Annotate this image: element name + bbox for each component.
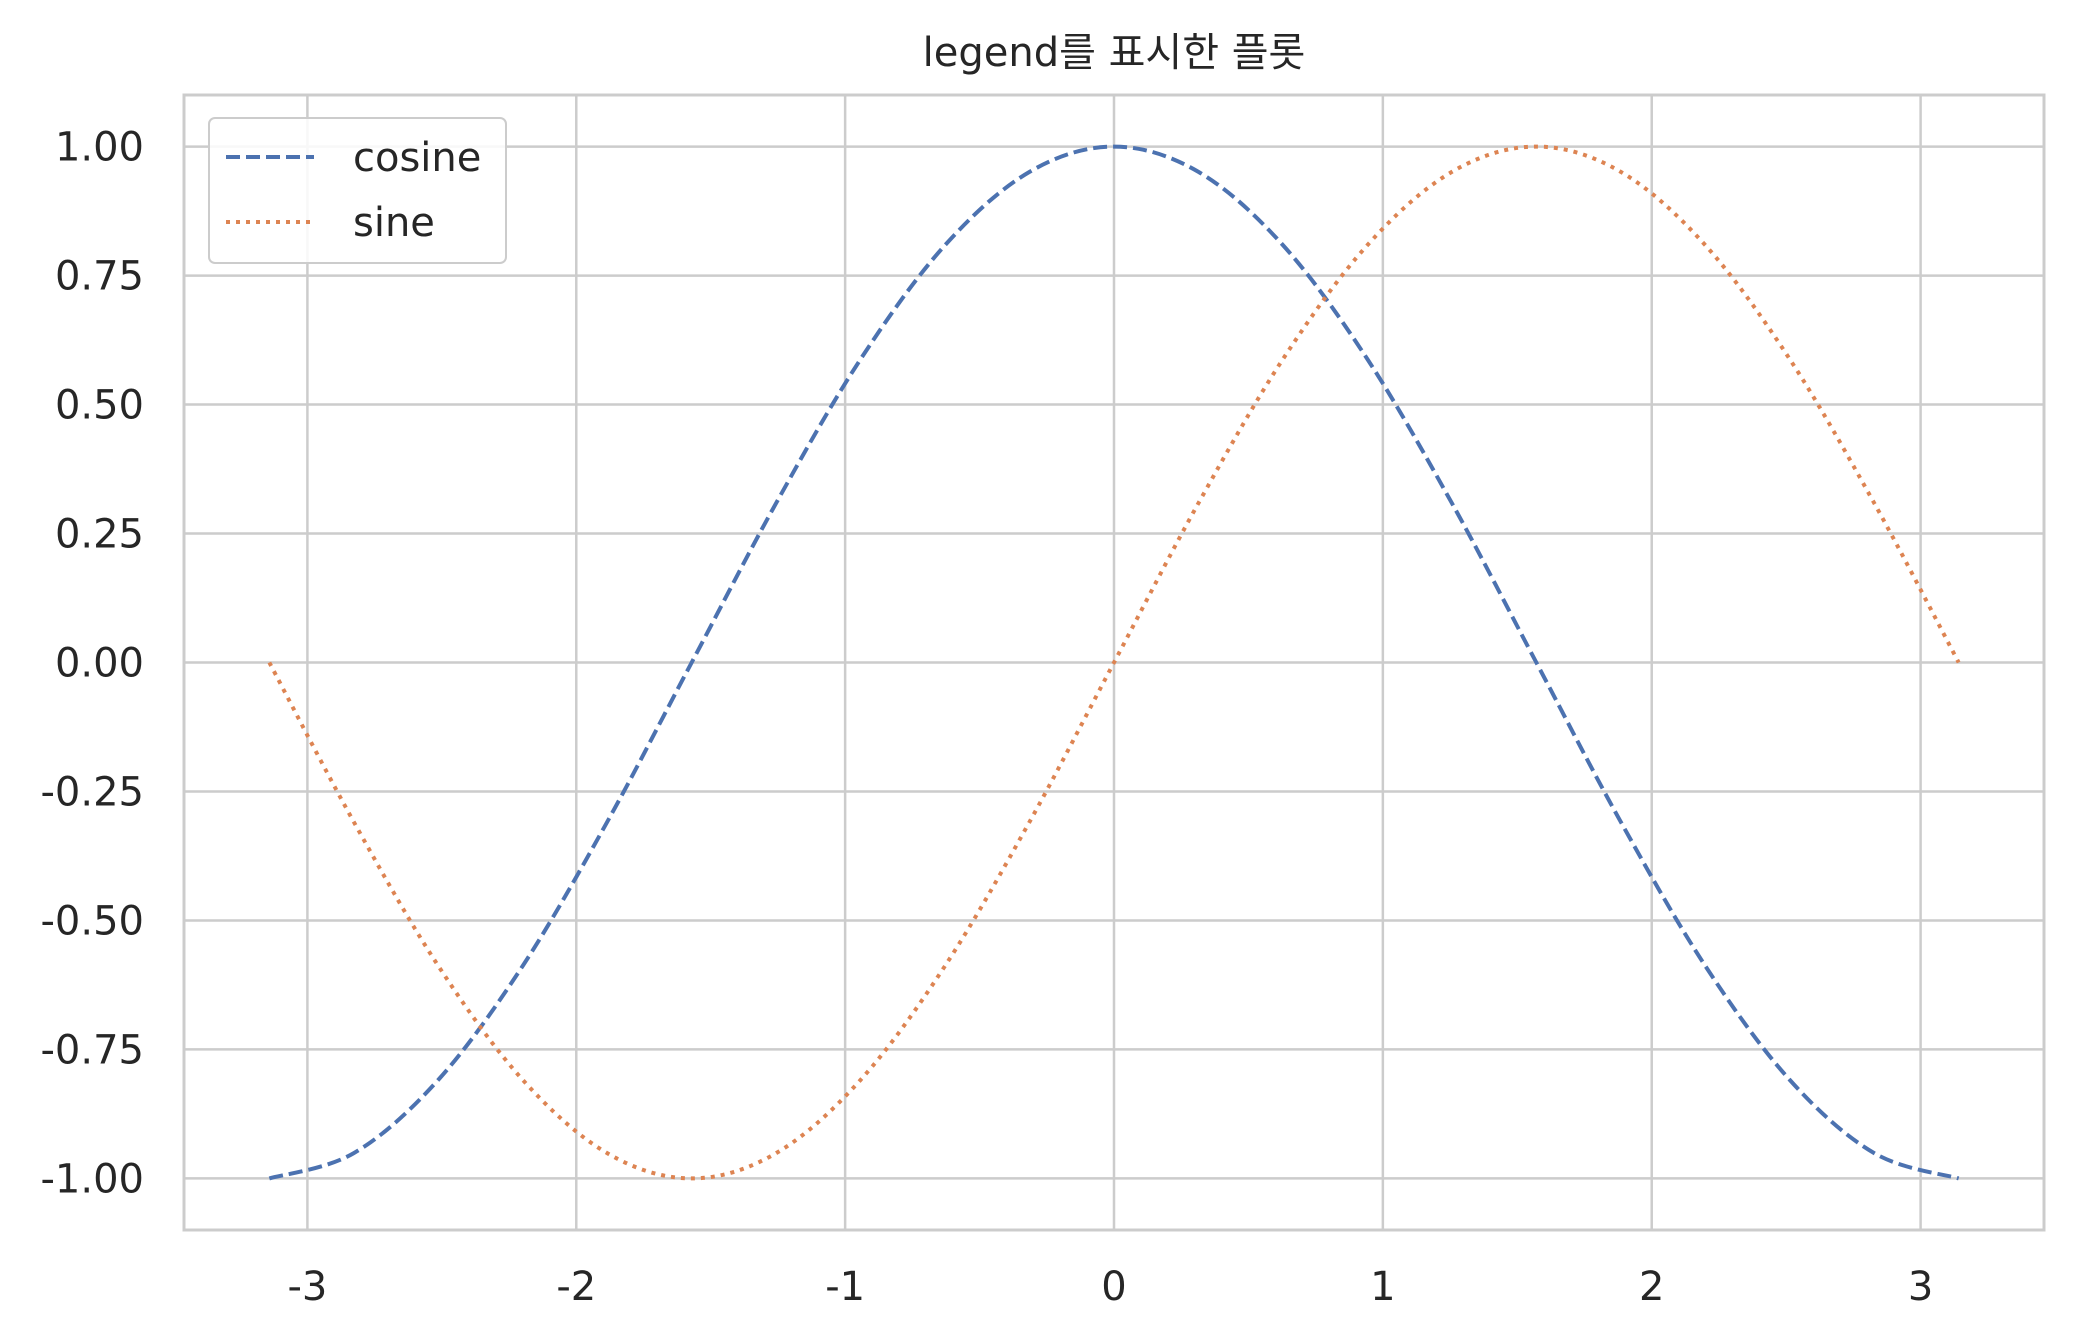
y-tick-label: 0.50	[55, 383, 144, 429]
y-tick-label: 1.00	[55, 125, 144, 171]
x-tick-label: -2	[556, 1264, 596, 1310]
x-tick-label: 2	[1639, 1264, 1664, 1310]
legend-label-sine: sine	[353, 200, 435, 246]
plot-frame	[182, 93, 2046, 1232]
legend: cosine sine	[208, 117, 507, 264]
y-tick-label: -0.50	[41, 898, 145, 944]
y-tick-label: -1.00	[41, 1156, 145, 1202]
x-tick-label: 1	[1370, 1264, 1395, 1310]
x-axis: -3 -2 -1 0 1 2 3	[287, 1264, 1933, 1310]
y-axis: 1.00 0.75 0.50 0.25 0.00 -0.25 -0.50 -0.75 -1.00	[41, 125, 145, 1203]
series-line-sine	[267, 144, 1961, 1181]
y-tick-label: -0.25	[41, 769, 145, 815]
legend-label-cosine: cosine	[353, 135, 481, 181]
y-tick-label: 0.75	[55, 254, 144, 300]
chart-title: legend를 표시한 플롯	[923, 30, 1306, 76]
x-tick-label: -3	[287, 1264, 327, 1310]
y-tick-label: 0.00	[55, 641, 144, 687]
x-tick-label: 0	[1101, 1264, 1126, 1310]
x-tick-label: -1	[825, 1264, 865, 1310]
x-tick-label: 3	[1908, 1264, 1933, 1310]
series-line-cosine	[268, 144, 1960, 1181]
series-layer	[267, 144, 1961, 1181]
y-tick-label: 0.25	[55, 512, 144, 558]
plot-area	[182, 93, 2046, 1232]
legend-box	[208, 117, 507, 264]
y-tick-label: -0.75	[41, 1027, 145, 1073]
